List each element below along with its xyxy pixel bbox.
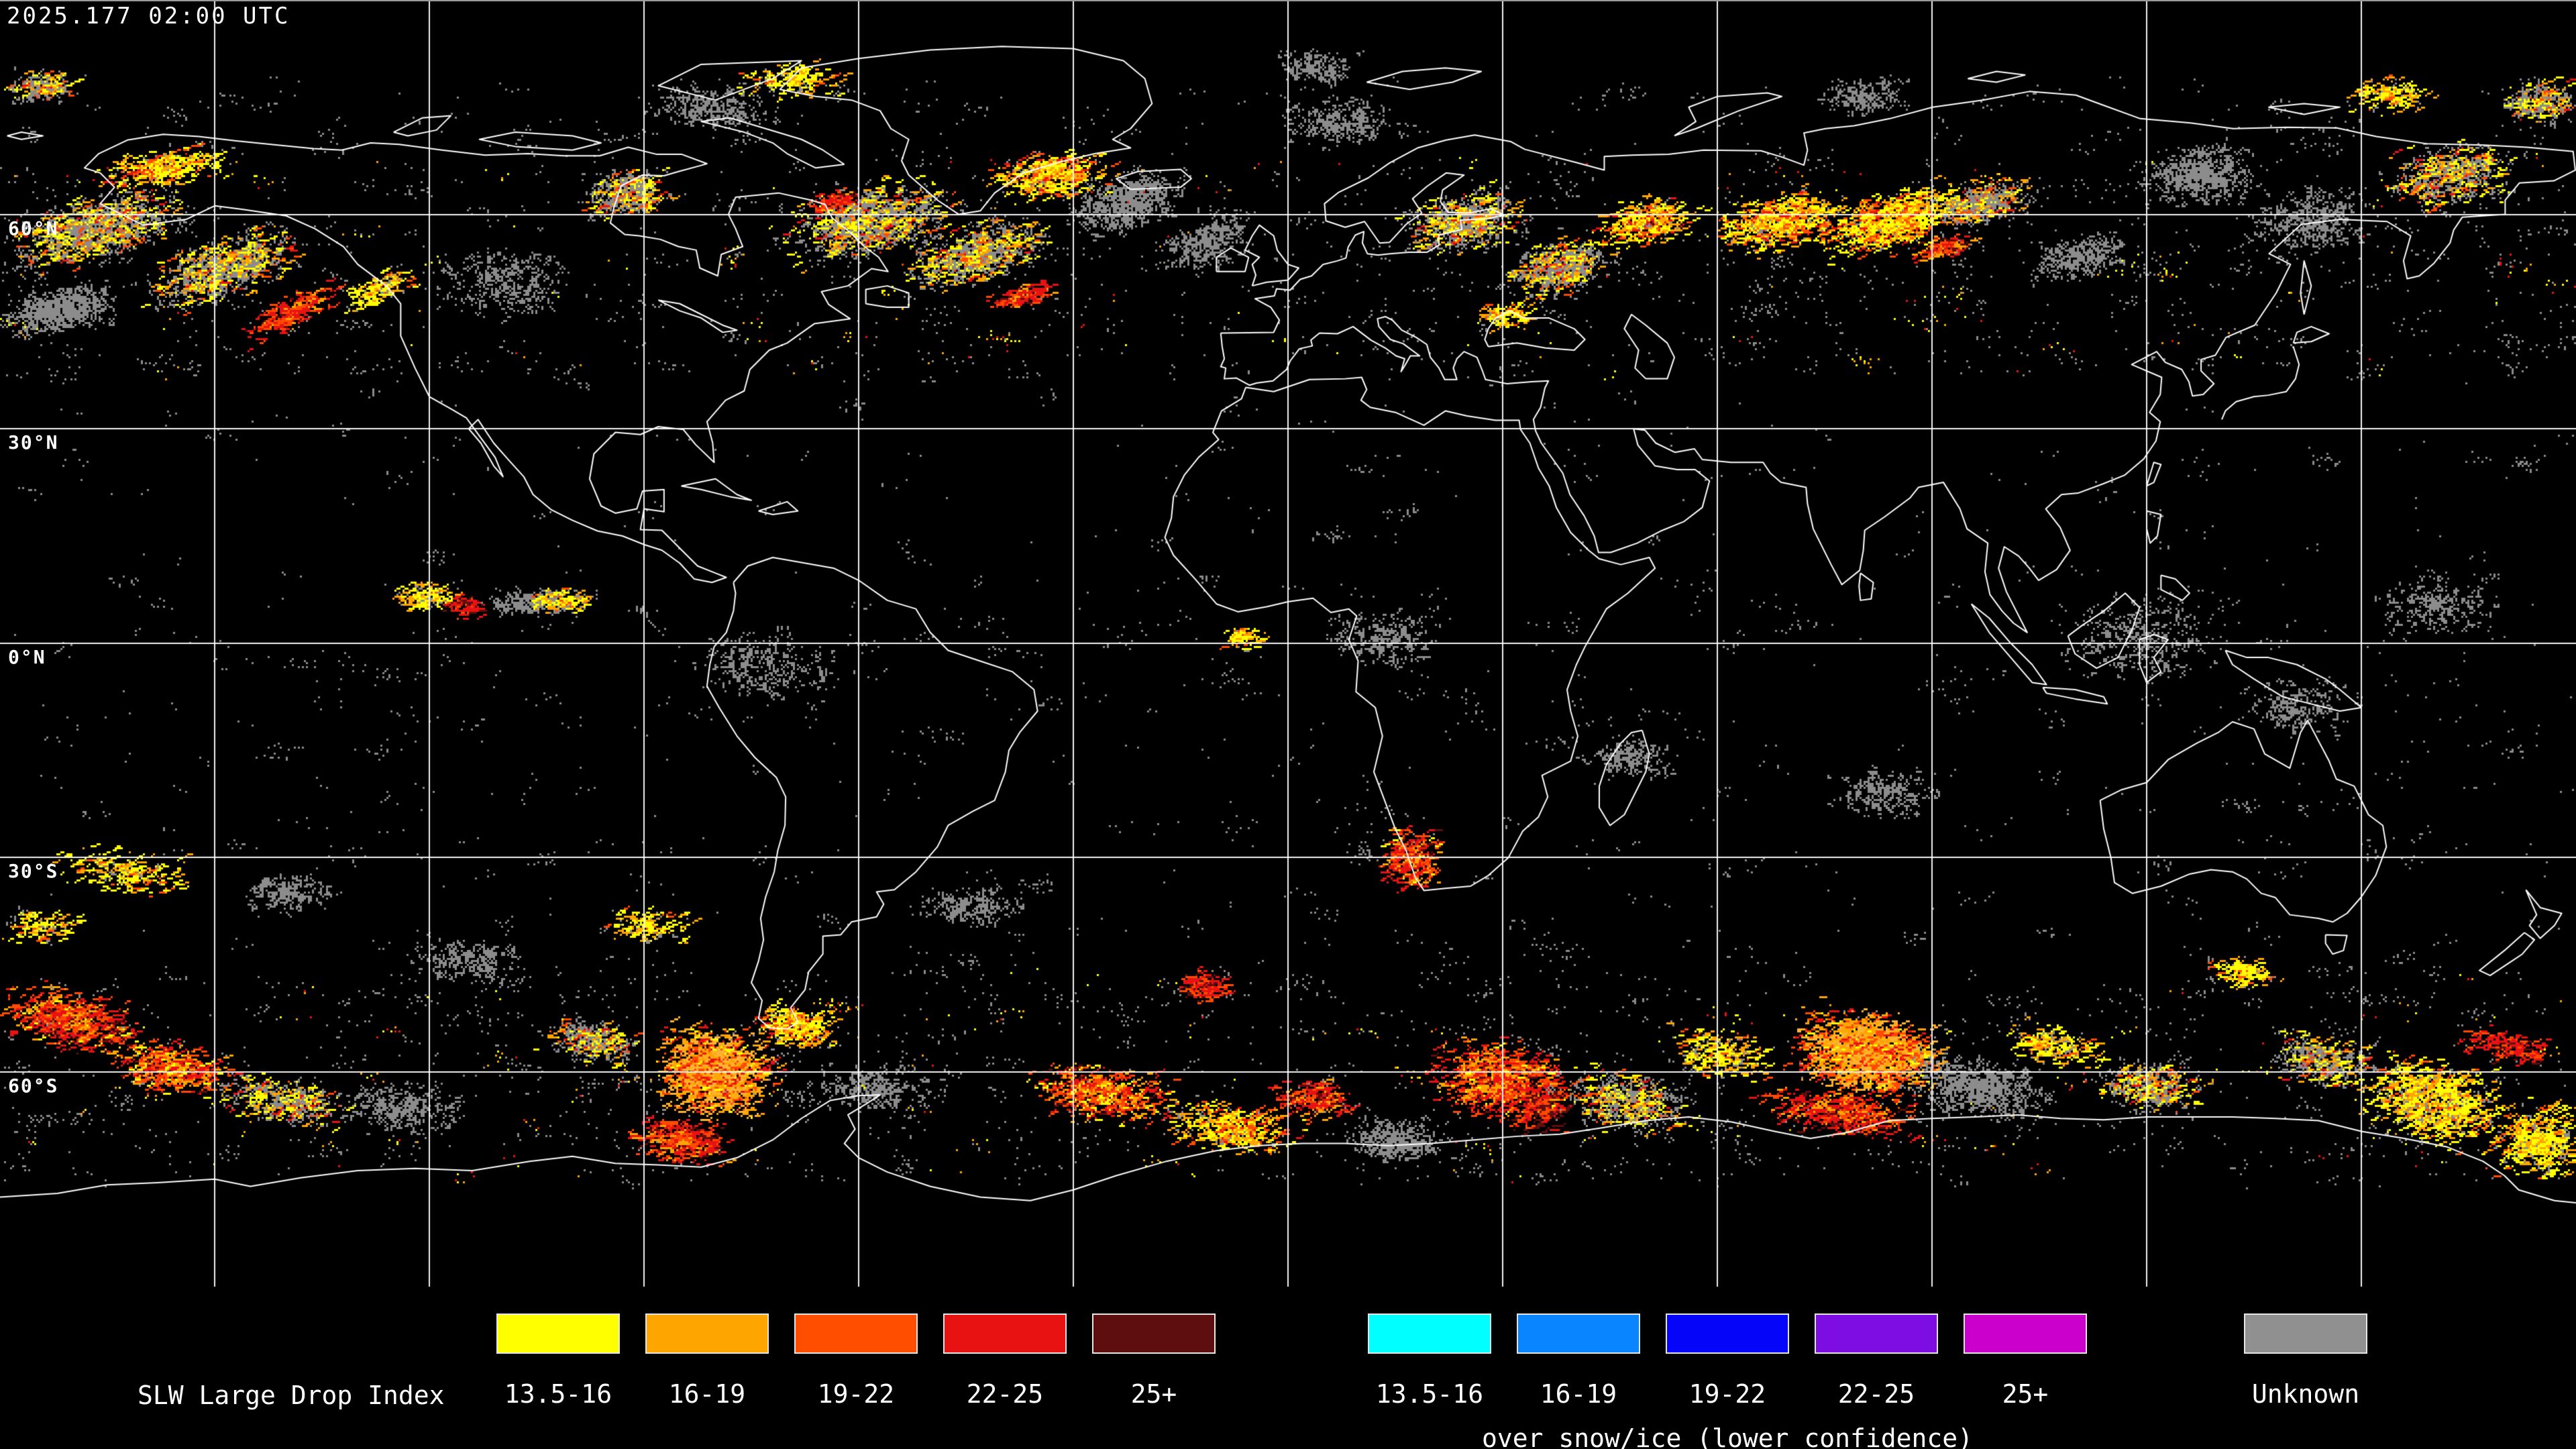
legend-swatch-snow-ice-0 xyxy=(1368,1313,1491,1354)
lat-label-30s: 30°S xyxy=(8,860,59,883)
legend-label-standard-2: 19-22 xyxy=(817,1379,895,1409)
legend-swatch-snow-ice-1 xyxy=(1517,1313,1640,1354)
legend-swatch-standard-0 xyxy=(496,1313,620,1354)
snow-ice-caption: over snow/ice (lower confidence) xyxy=(1481,1424,1974,1449)
legend-label-snow-ice-3: 22-25 xyxy=(1837,1379,1915,1409)
lat-label-60s: 60°S xyxy=(8,1074,59,1097)
legend-swatch-unknown xyxy=(2244,1313,2367,1354)
legend-swatch-snow-ice-3 xyxy=(1815,1313,1938,1354)
timestamp: 2025.177 02:00 UTC xyxy=(7,3,290,30)
legend-swatch-standard-4 xyxy=(1092,1313,1216,1354)
legend-label-snow-ice-2: 19-22 xyxy=(1688,1379,1766,1409)
top-border-line xyxy=(0,0,2576,1)
legend-label-snow-ice-1: 16-19 xyxy=(1540,1379,1617,1409)
legend-label-unknown: Unknown xyxy=(2251,1379,2360,1409)
legend-title: SLW Large Drop Index xyxy=(138,1381,445,1410)
legend-swatch-standard-3 xyxy=(943,1313,1067,1354)
legend-label-standard-4: 25+ xyxy=(1130,1379,1177,1409)
legend-swatch-snow-ice-4 xyxy=(1964,1313,2087,1354)
legend-label-snow-ice-4: 25+ xyxy=(2002,1379,2049,1409)
lat-label-30n: 30°N xyxy=(8,431,59,454)
legend-label-standard-3: 22-25 xyxy=(966,1379,1044,1409)
legend-swatch-snow-ice-2 xyxy=(1666,1313,1789,1354)
world-map-canvas xyxy=(0,0,2576,1308)
legend-label-standard-0: 13.5-16 xyxy=(504,1379,612,1409)
legend-swatch-standard-1 xyxy=(645,1313,769,1354)
legend-label-standard-1: 16-19 xyxy=(668,1379,746,1409)
legend-swatch-standard-2 xyxy=(794,1313,918,1354)
lat-label-0n: 0°N xyxy=(8,645,46,668)
lat-label-60n: 60°N xyxy=(8,217,59,239)
legend-label-snow-ice-0: 13.5-16 xyxy=(1375,1379,1484,1409)
